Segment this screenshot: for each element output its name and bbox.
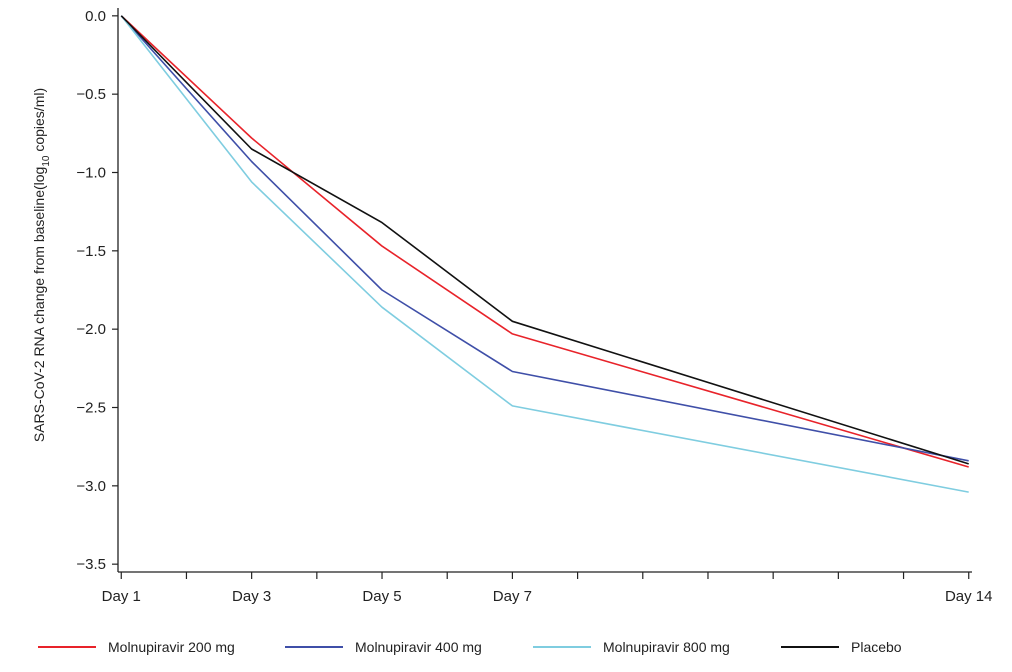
series-line-molnupiravir-200-mg: [120, 15, 969, 468]
legend-label: Molnupiravir 400 mg: [355, 639, 482, 655]
y-tick-label: −3.0: [76, 478, 106, 495]
x-tick-label: Day 7: [493, 588, 532, 605]
axes: [117, 8, 972, 573]
x-tick-label: Day 1: [102, 588, 141, 605]
y-tick-label: −0.5: [76, 86, 106, 103]
y-tick-label: −1.5: [76, 243, 106, 260]
legend-label: Molnupiravir 200 mg: [108, 639, 235, 655]
x-tick-label: Day 5: [362, 588, 401, 605]
y-axis-ticks: 0.0 −0.5 −1.0 −1.5 −2.0 −2.5 −3.0 −3.5: [76, 8, 118, 573]
x-axis-ticks: Day 1 Day 3 Day 5 Day 7 Day 14: [102, 572, 993, 605]
y-tick-label: −3.5: [76, 556, 106, 573]
y-tick-label: −2.5: [76, 400, 106, 417]
series-lines: [120, 15, 969, 493]
series-line-molnupiravir-400-mg: [120, 15, 969, 462]
series-line-placebo: [120, 15, 969, 465]
x-tick-label: Day 3: [232, 588, 271, 605]
series-line-molnupiravir-800-mg: [120, 15, 969, 493]
legend-label: Molnupiravir 800 mg: [603, 639, 730, 655]
y-tick-label: 0.0: [85, 8, 106, 25]
y-tick-label: −2.0: [76, 321, 106, 338]
y-axis-title: SARS-CoV-2 RNA change from baseline(log1…: [31, 88, 52, 442]
x-tick-label: Day 14: [945, 588, 993, 605]
y-tick-label: −1.0: [76, 165, 106, 182]
legend: Molnupiravir 200 mg Molnupiravir 400 mg Mo…: [38, 639, 902, 655]
legend-label: Placebo: [851, 639, 902, 655]
